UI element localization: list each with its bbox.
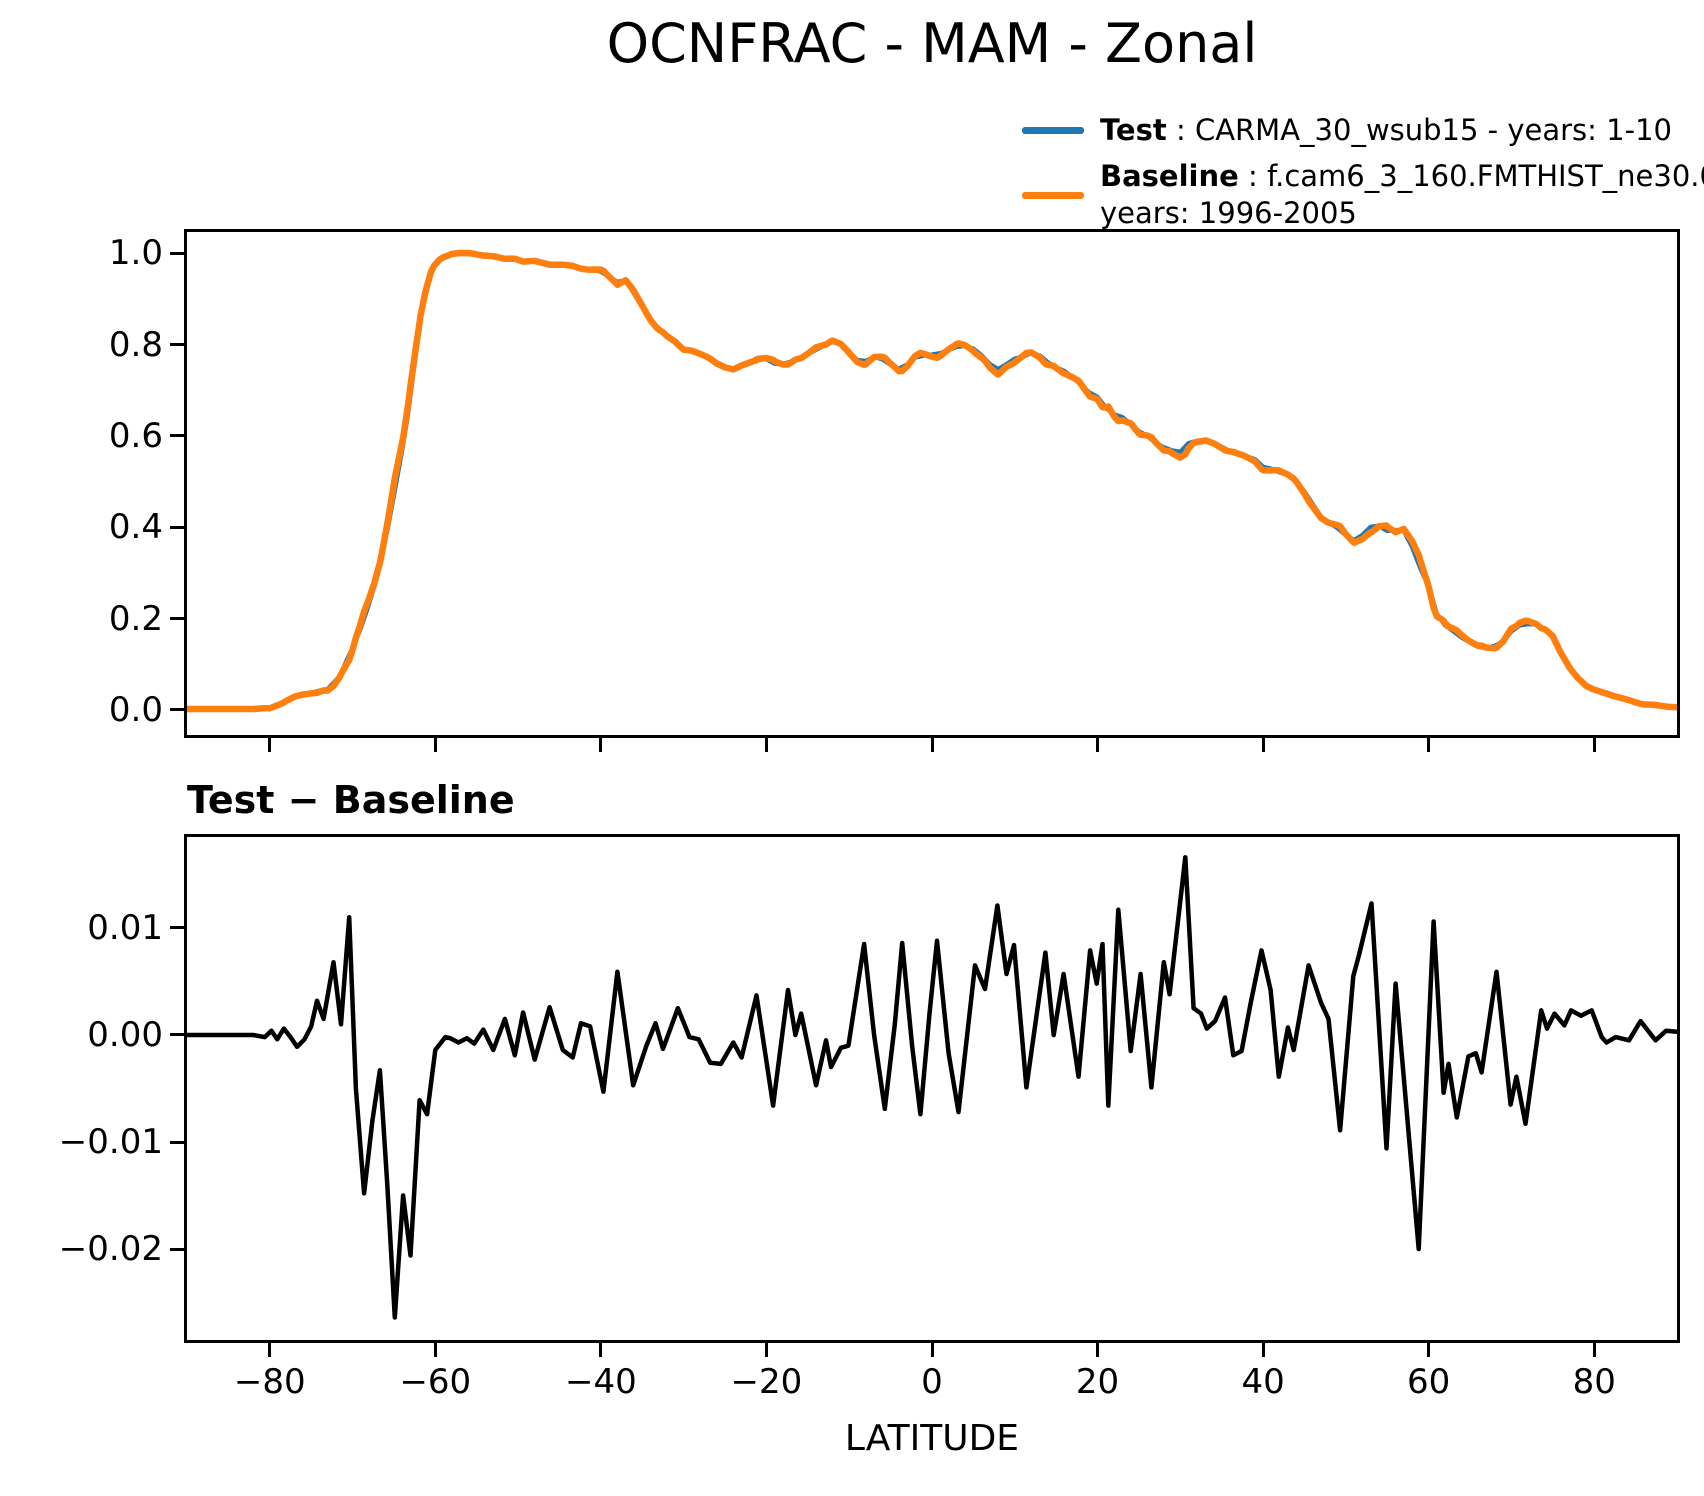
y-tick-label: 0.0 xyxy=(108,689,163,730)
y-tick xyxy=(170,1247,184,1251)
y-tick xyxy=(170,926,184,930)
legend-test-label: Test xyxy=(1100,113,1167,147)
x-tick xyxy=(599,738,603,752)
x-tick-label: −80 xyxy=(233,1362,306,1402)
x-tick-label: −20 xyxy=(730,1362,803,1402)
x-axis-label: LATITUDE xyxy=(844,1418,1020,1459)
y-tick xyxy=(170,1033,184,1037)
x-tick xyxy=(433,1343,437,1357)
y-tick-label: 0.4 xyxy=(108,507,163,548)
x-tick-label: −60 xyxy=(399,1362,472,1402)
y-tick-label: −0.01 xyxy=(58,1122,163,1162)
x-tick xyxy=(1261,738,1265,752)
x-tick xyxy=(1261,1343,1265,1357)
x-tick xyxy=(1096,1343,1100,1357)
x-tick xyxy=(599,1343,603,1357)
bottom-plot xyxy=(184,834,1680,1343)
y-tick xyxy=(170,617,184,621)
x-tick xyxy=(930,1343,934,1357)
x-tick xyxy=(764,1343,768,1357)
y-tick-label: 0.8 xyxy=(108,324,163,365)
y-tick xyxy=(170,708,184,712)
x-tick xyxy=(1427,1343,1431,1357)
x-tick xyxy=(1427,738,1431,752)
test-baseline-lines-svg xyxy=(187,249,1677,713)
x-tick-label: −40 xyxy=(564,1362,637,1402)
x-tick-label: 20 xyxy=(1075,1362,1120,1402)
legend-test-text: Test : CARMA_30_wsub15 - years: 1-10 xyxy=(1100,112,1672,149)
y-tick xyxy=(170,434,184,438)
y-tick xyxy=(170,343,184,347)
legend-baseline-desc: : f.cam6_3_160.FMTHIST_ne30.001 xyxy=(1238,159,1704,193)
x-tick xyxy=(1592,1343,1596,1357)
baseline-line-swatch xyxy=(1022,191,1084,199)
y-tick-label: −0.02 xyxy=(58,1229,163,1270)
top-plot xyxy=(184,229,1680,738)
legend-baseline-text: Baseline : f.cam6_3_160.FMTHIST_ne30.001… xyxy=(1100,158,1704,232)
baseline-line xyxy=(187,249,1677,713)
x-tick-label: 60 xyxy=(1407,1362,1451,1402)
legend: Test : CARMA_30_wsub15 - years: 1-10 Bas… xyxy=(1022,112,1704,241)
legend-test-desc: : CARMA_30_wsub15 - years: 1-10 xyxy=(1166,113,1672,147)
y-tick-label: 0.2 xyxy=(108,598,163,639)
y-tick xyxy=(170,525,184,529)
difference-line xyxy=(187,855,1677,1320)
y-tick-label: 0.00 xyxy=(87,1014,163,1055)
y-tick-label: 0.01 xyxy=(87,907,163,948)
difference-line-svg xyxy=(187,855,1677,1320)
legend-item-test: Test : CARMA_30_wsub15 - years: 1-10 xyxy=(1022,112,1704,149)
x-tick xyxy=(433,738,437,752)
legend-baseline-years: years: 1996-2005 xyxy=(1100,196,1357,230)
x-tick-label: 40 xyxy=(1241,1362,1285,1402)
legend-baseline-label: Baseline xyxy=(1100,159,1239,193)
x-tick xyxy=(1592,738,1596,752)
y-tick xyxy=(170,1140,184,1144)
y-tick xyxy=(170,251,184,255)
test-line-swatch xyxy=(1022,127,1084,134)
x-tick xyxy=(268,1343,272,1357)
x-tick-label: 80 xyxy=(1572,1362,1616,1402)
x-tick xyxy=(764,738,768,752)
x-tick xyxy=(1096,738,1100,752)
y-tick-label: 1.0 xyxy=(108,233,163,274)
x-tick xyxy=(268,738,272,752)
page-title: OCNFRAC - MAM - Zonal xyxy=(606,12,1258,75)
y-tick-label: 0.6 xyxy=(108,415,163,456)
test-line xyxy=(187,250,1677,712)
legend-item-baseline: Baseline : f.cam6_3_160.FMTHIST_ne30.001… xyxy=(1022,158,1704,232)
x-tick-label: 0 xyxy=(921,1362,943,1402)
x-tick xyxy=(930,738,934,752)
subplot2-title: Test − Baseline xyxy=(187,778,515,822)
